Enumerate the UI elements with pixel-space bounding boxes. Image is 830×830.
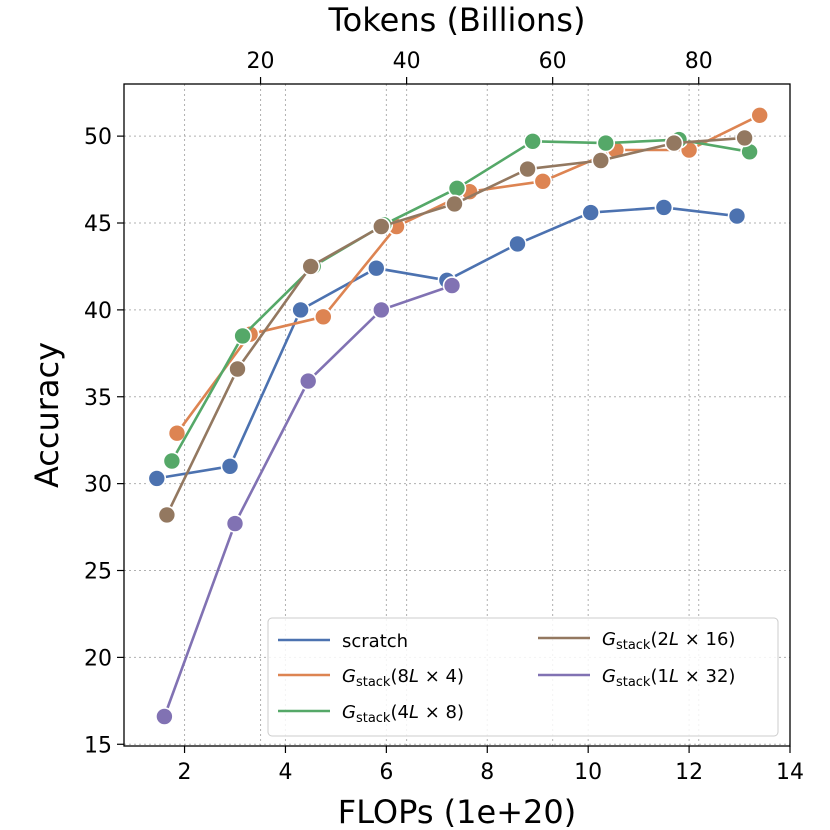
y-tick-label-40: 40 bbox=[84, 299, 112, 324]
legend-label-gstack-2l: Gstack(2L × 16) bbox=[602, 629, 735, 653]
data-point-3-2 bbox=[301, 257, 321, 276]
legend-label-gstack-1l: Gstack(1L × 32) bbox=[602, 666, 735, 690]
x-tick-label-14: 14 bbox=[776, 760, 804, 785]
y-tick-label-25: 25 bbox=[84, 560, 112, 585]
x-tick-label-4: 4 bbox=[278, 760, 292, 785]
data-point-4-2 bbox=[298, 371, 318, 391]
data-point-0-8 bbox=[727, 206, 747, 226]
legend-label-gstack-8l: Gstack(8L × 4) bbox=[342, 666, 464, 690]
series-3 bbox=[157, 128, 754, 525]
data-point-1-0 bbox=[167, 423, 187, 443]
y-tick-label-30: 30 bbox=[84, 473, 112, 498]
tick-layer: 2 4 6 8 10 12 14 15 20 25 30 35 40 45 50 20 40 60 80 bbox=[84, 49, 804, 785]
top-tick-label-80: 80 bbox=[685, 49, 713, 74]
data-point-0-1 bbox=[220, 456, 240, 476]
y-tick-label-15: 15 bbox=[84, 733, 112, 758]
series-0 bbox=[147, 198, 747, 488]
data-point-0-6 bbox=[581, 203, 601, 222]
data-point-0-5 bbox=[508, 234, 527, 254]
legend-box bbox=[267, 617, 779, 737]
x-tick-label-8: 8 bbox=[480, 760, 494, 785]
data-point-3-4 bbox=[445, 194, 464, 214]
data-point-1-5 bbox=[533, 172, 553, 191]
data-point-0-7 bbox=[654, 198, 674, 217]
y-tick-label-35: 35 bbox=[84, 386, 112, 411]
x-axis-title: FLOPs (1e+20) bbox=[338, 793, 576, 830]
data-point-2-0 bbox=[162, 451, 182, 471]
x-tick-label-12: 12 bbox=[675, 760, 703, 785]
data-point-4-3 bbox=[371, 300, 391, 320]
data-point-2-4 bbox=[447, 179, 467, 198]
data-point-4-1 bbox=[225, 514, 245, 533]
y-tick-label-20: 20 bbox=[84, 646, 112, 671]
top-tick-label-60: 60 bbox=[539, 49, 567, 74]
data-point-3-6 bbox=[591, 151, 611, 170]
top-axis-title: Tokens (Billions) bbox=[328, 1, 586, 39]
y-tick-label-50: 50 bbox=[84, 125, 112, 150]
series-1 bbox=[167, 106, 770, 443]
x-tick-label-2: 2 bbox=[178, 760, 192, 785]
data-point-1-2 bbox=[313, 307, 333, 327]
data-point-4-0 bbox=[155, 707, 174, 726]
legend-label-gstack-4l: Gstack(4L × 8) bbox=[342, 702, 464, 726]
y-axis-title: Accuracy bbox=[28, 342, 66, 488]
series-layer bbox=[147, 106, 770, 726]
data-point-0-3 bbox=[366, 258, 386, 278]
y-tick-label-45: 45 bbox=[84, 212, 112, 237]
data-point-0-0 bbox=[147, 469, 167, 488]
data-point-3-5 bbox=[518, 159, 537, 179]
data-point-3-0 bbox=[157, 505, 177, 525]
data-point-2-6 bbox=[596, 133, 616, 153]
x-tick-label-10: 10 bbox=[574, 760, 602, 785]
top-tick-label-20: 20 bbox=[247, 49, 275, 74]
data-point-1-8 bbox=[750, 106, 770, 125]
series-4 bbox=[155, 276, 462, 726]
data-point-3-1 bbox=[228, 359, 247, 379]
top-tick-label-40: 40 bbox=[393, 49, 421, 74]
legend: scratch Gstack(8L × 4) Gstack(4L × 8) Gs… bbox=[267, 617, 779, 737]
data-point-2-5 bbox=[523, 132, 543, 151]
data-point-2-1 bbox=[233, 326, 252, 346]
x-tick-label-6: 6 bbox=[379, 760, 393, 785]
data-point-4-4 bbox=[442, 276, 462, 295]
data-point-3-3 bbox=[371, 217, 391, 236]
plot-frame bbox=[123, 83, 791, 747]
data-point-3-8 bbox=[735, 128, 754, 148]
data-point-3-7 bbox=[664, 133, 684, 153]
data-point-0-2 bbox=[291, 300, 310, 320]
legend-label-scratch: scratch bbox=[342, 631, 408, 652]
